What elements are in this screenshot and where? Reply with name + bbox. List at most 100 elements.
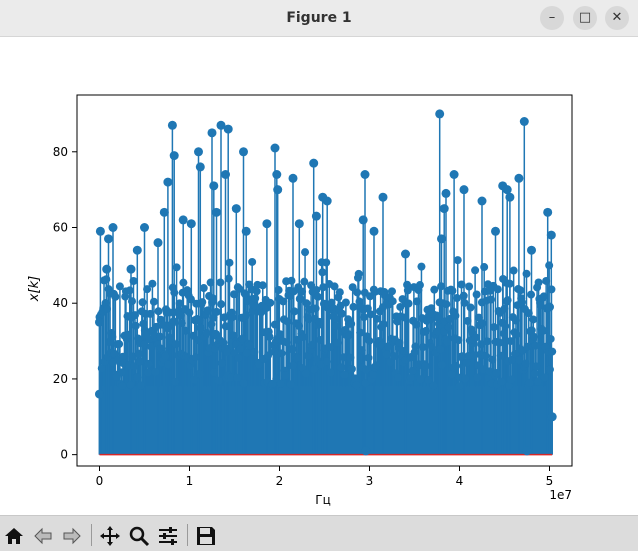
- stem-marker: [288, 173, 298, 183]
- stem-marker: [474, 313, 483, 322]
- stem-marker: [228, 313, 237, 322]
- configure-subplots-button[interactable]: [156, 524, 180, 548]
- stem-marker: [288, 345, 297, 354]
- stem-marker: [181, 326, 190, 335]
- stem-marker: [459, 291, 468, 300]
- home-button[interactable]: [2, 524, 26, 548]
- stem-marker: [186, 295, 195, 304]
- stem-marker: [206, 278, 215, 287]
- stem-marker: [546, 230, 556, 240]
- stem-marker: [296, 295, 305, 304]
- stem-marker: [239, 147, 248, 157]
- stem-marker: [369, 226, 379, 236]
- stem-marker: [153, 238, 163, 248]
- stem-marker: [241, 290, 250, 299]
- stem-marker: [152, 322, 161, 331]
- stem-marker: [522, 269, 531, 278]
- close-button[interactable]: ✕: [605, 6, 629, 30]
- stem-marker: [511, 316, 520, 325]
- stem-marker: [505, 192, 515, 202]
- stem-marker: [394, 373, 403, 382]
- stem-marker: [390, 352, 399, 361]
- stem-marker: [472, 290, 481, 299]
- y-tick-label: 0: [60, 448, 68, 462]
- stem-marker: [462, 358, 471, 367]
- stem-marker: [128, 352, 137, 361]
- stem-marker: [127, 297, 136, 306]
- stem-marker: [231, 204, 241, 214]
- stem-marker: [500, 304, 509, 313]
- stem-marker: [477, 196, 487, 206]
- stem-marker: [202, 329, 211, 338]
- stem-marker: [223, 347, 232, 356]
- stem-marker: [547, 412, 557, 422]
- y-tick-label: 20: [53, 372, 68, 386]
- save-button[interactable]: [194, 524, 218, 548]
- stem-marker: [534, 278, 543, 287]
- stem-marker: [159, 207, 169, 217]
- stem-marker: [167, 120, 177, 130]
- stem-marker: [307, 340, 316, 349]
- stem-marker: [322, 258, 331, 267]
- stem-marker: [396, 302, 405, 311]
- stem-marker: [134, 349, 143, 358]
- stem-marker: [194, 147, 203, 157]
- stem-marker: [346, 353, 355, 362]
- minimize-button[interactable]: –: [540, 6, 564, 30]
- stem-marker: [229, 331, 238, 340]
- stem-marker: [154, 307, 163, 316]
- stem-marker: [421, 326, 430, 335]
- stem-marker: [319, 283, 328, 292]
- stem-marker: [532, 362, 541, 371]
- stem-marker: [140, 223, 149, 232]
- y-tick-label: 60: [53, 221, 68, 235]
- stem-marker: [248, 257, 257, 266]
- stem-marker: [302, 299, 311, 308]
- forward-button[interactable]: [60, 524, 84, 548]
- stem-marker: [527, 290, 536, 299]
- stem-marker: [429, 381, 438, 390]
- stem-marker: [436, 345, 445, 354]
- stem-marker: [406, 373, 415, 382]
- stem-marker: [126, 264, 136, 274]
- pan-button[interactable]: [98, 524, 122, 548]
- maximize-button[interactable]: □: [573, 6, 597, 30]
- stem-marker: [400, 347, 409, 356]
- figure-canvas[interactable]: 0 1 2 3 4 5 0 20 40 60 80 Гц 1e7 x[k]: [0, 37, 638, 515]
- configure-subplots-icon: [159, 527, 177, 545]
- zoom-button[interactable]: [127, 524, 151, 548]
- stem-marker: [458, 352, 467, 361]
- stem-marker: [146, 309, 155, 318]
- stem-marker: [530, 369, 539, 378]
- stem-marker: [270, 320, 279, 329]
- stem-marker: [548, 347, 557, 356]
- stem-marker: [332, 322, 341, 331]
- stem-marker: [437, 361, 446, 370]
- stem-marker: [360, 170, 370, 179]
- stem-marker: [265, 332, 274, 341]
- stem-marker: [221, 322, 230, 331]
- stem-marker: [403, 286, 412, 295]
- title-bar[interactable]: Figure 1 – □ ✕: [0, 0, 638, 37]
- stem-marker: [539, 292, 548, 301]
- stem-marker: [352, 381, 361, 390]
- stem-marker: [401, 249, 410, 259]
- stem-marker: [318, 268, 327, 277]
- home-icon: [5, 528, 23, 544]
- y-axis-ticks: 0 20 40 60 80: [53, 145, 77, 462]
- x-axis-offset-label: 1e7: [549, 488, 572, 502]
- stem-marker: [501, 322, 510, 331]
- stem-marker: [251, 294, 260, 303]
- stem-marker: [466, 303, 475, 312]
- stem-marker: [295, 322, 304, 331]
- stem-marker: [131, 311, 140, 320]
- stem-marker: [279, 297, 288, 306]
- stem-marker: [191, 353, 200, 362]
- stem-marker: [110, 349, 119, 358]
- stem-marker: [171, 377, 180, 386]
- back-button[interactable]: [31, 524, 55, 548]
- stem-marker: [530, 332, 539, 341]
- stem-marker: [459, 185, 469, 195]
- stem-marker: [448, 286, 457, 295]
- stem-marker: [540, 373, 549, 382]
